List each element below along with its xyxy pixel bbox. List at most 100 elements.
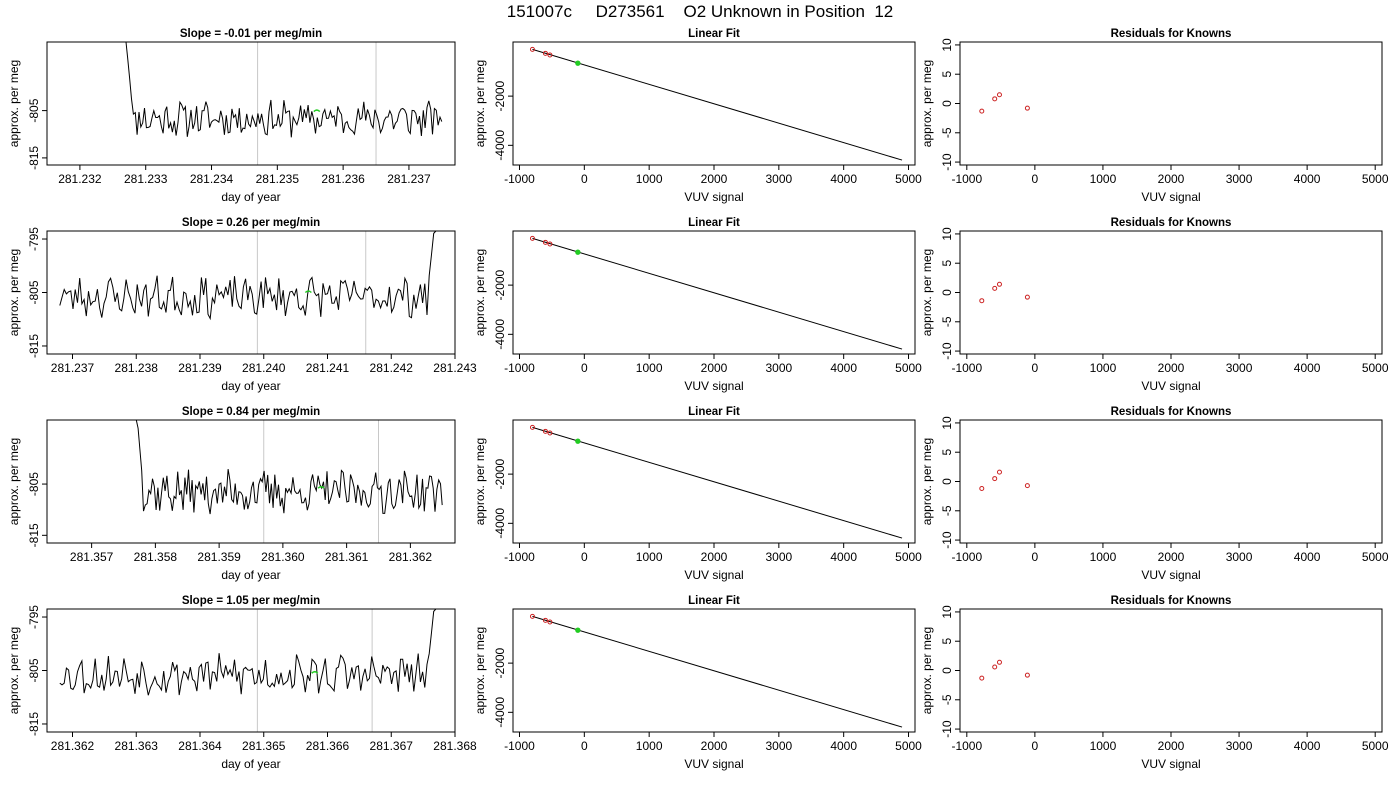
residual-point — [1024, 483, 1030, 489]
x-tick-label: -1000 — [951, 550, 982, 564]
y-tick-label: 10 — [940, 416, 954, 430]
residual-point — [996, 92, 1002, 98]
panel-timeseries-4: Slope = 1.05 per meg/min 281.362 281.363 28… — [7, 595, 477, 771]
x-tick-label: 5000 — [1362, 172, 1389, 186]
x-axis-title: VUV signal — [1141, 757, 1200, 771]
unknown-sample-marker — [313, 109, 321, 113]
plot-content — [529, 613, 903, 728]
y-tick-label: 0 — [940, 289, 954, 296]
x-tick-label: 2000 — [1158, 361, 1185, 375]
y-axis-title: approx. per meg — [920, 438, 934, 525]
known-point — [542, 617, 548, 623]
y-tick-label: -815 — [27, 334, 41, 358]
y-tick-label: 5 — [940, 638, 954, 645]
panel-title: Residuals for Knowns — [1111, 406, 1232, 418]
plot-content — [529, 235, 903, 350]
panel-title: Linear Fit — [688, 406, 740, 418]
y-tick-label: -795 — [27, 605, 41, 629]
x-tick-label: 3000 — [1226, 550, 1253, 564]
x-tick-label: 1000 — [636, 550, 663, 564]
residual-point — [979, 108, 985, 114]
y-tick-label: 5 — [940, 260, 954, 267]
known-point — [529, 46, 535, 52]
known-point — [547, 430, 553, 436]
x-tick-label: 5000 — [895, 172, 922, 186]
y-tick-label: -805 — [27, 280, 41, 304]
x-tick-label: 281.364 — [178, 739, 222, 753]
x-tick-label: 1000 — [636, 739, 663, 753]
y-tick-label: 5 — [940, 71, 954, 78]
x-tick-label: 3000 — [1226, 172, 1253, 186]
x-tick-label: 281.358 — [134, 550, 178, 564]
y-tick-label: -4000 — [493, 697, 507, 728]
y-axis-title: approx. per meg — [473, 438, 487, 525]
x-tick-label: 281.360 — [261, 550, 305, 564]
x-axis-title: VUV signal — [684, 568, 743, 582]
x-tick-label: 281.240 — [242, 361, 286, 375]
panel-title: Linear Fit — [688, 28, 740, 40]
panel-linear-fit-3: Linear Fit -1000 0 1000 2000 3000 4000 5000 -200… — [473, 406, 922, 582]
x-tick-label: 4000 — [830, 739, 857, 753]
y-tick-label: 10 — [940, 227, 954, 241]
y-tick-label: 10 — [940, 38, 954, 52]
x-tick-label: 0 — [581, 172, 588, 186]
plot-frame — [512, 419, 916, 544]
y-tick-label: -10 — [940, 342, 954, 360]
known-point — [547, 52, 553, 58]
x-tick-label: 281.233 — [124, 172, 168, 186]
fit-line — [532, 426, 903, 539]
y-tick-label: -10 — [940, 531, 954, 549]
x-axis-title: day of year — [221, 568, 280, 582]
x-tick-label: 4000 — [1294, 550, 1321, 564]
x-tick-label: 281.238 — [115, 361, 159, 375]
y-tick-label: 0 — [940, 667, 954, 674]
x-tick-label: 0 — [1032, 739, 1039, 753]
y-axis-title: approx. per meg — [920, 627, 934, 714]
plot-frame — [46, 41, 456, 166]
x-tick-label: 0 — [581, 361, 588, 375]
known-point — [529, 613, 535, 619]
fit-line — [532, 48, 903, 161]
x-axis-title: VUV signal — [1141, 379, 1200, 393]
x-tick-label: 5000 — [895, 739, 922, 753]
unknown-sample-marker — [317, 485, 325, 489]
plot-frame — [512, 41, 916, 166]
panel-timeseries-3: Slope = 0.84 per meg/min 281.357 281.358 28… — [7, 406, 456, 582]
x-tick-label: 281.362 — [51, 739, 95, 753]
y-tick-label: -2000 — [493, 80, 507, 111]
residual-point — [979, 486, 985, 492]
residual-point — [1024, 105, 1030, 111]
x-axis-title: day of year — [221, 757, 280, 771]
plot-frame — [512, 230, 916, 355]
y-tick-label: -815 — [27, 523, 41, 547]
x-tick-label: 4000 — [830, 550, 857, 564]
x-tick-label: 0 — [1032, 550, 1039, 564]
x-tick-label: 281.237 — [387, 172, 431, 186]
y-tick-label: -10 — [940, 720, 954, 738]
residual-point — [992, 664, 998, 670]
data-trace — [125, 42, 443, 138]
x-tick-label: 281.357 — [70, 550, 114, 564]
plot-frame — [959, 230, 1383, 355]
x-tick-label: 281.243 — [433, 361, 477, 375]
unknown-point — [575, 438, 581, 444]
known-point — [542, 428, 548, 434]
residual-point — [1024, 294, 1030, 300]
x-tick-label: 5000 — [895, 550, 922, 564]
x-tick-label: 281.236 — [321, 172, 365, 186]
y-tick-label: -5 — [940, 127, 954, 138]
x-tick-label: 2000 — [1158, 550, 1185, 564]
plot-frame — [46, 230, 456, 355]
residual-point — [979, 298, 985, 304]
y-tick-label: -805 — [27, 98, 41, 122]
x-tick-label: -1000 — [504, 361, 535, 375]
y-tick-label: -2000 — [493, 269, 507, 300]
panel-residuals-2: Residuals for Knowns -1000 0 1000 2000 3000 40… — [920, 217, 1389, 393]
x-axis-title: VUV signal — [684, 379, 743, 393]
x-tick-label: 2000 — [1158, 172, 1185, 186]
x-tick-label: 3000 — [765, 361, 792, 375]
x-tick-label: 4000 — [1294, 361, 1321, 375]
y-tick-label: -805 — [27, 658, 41, 682]
unknown-point — [575, 249, 581, 255]
